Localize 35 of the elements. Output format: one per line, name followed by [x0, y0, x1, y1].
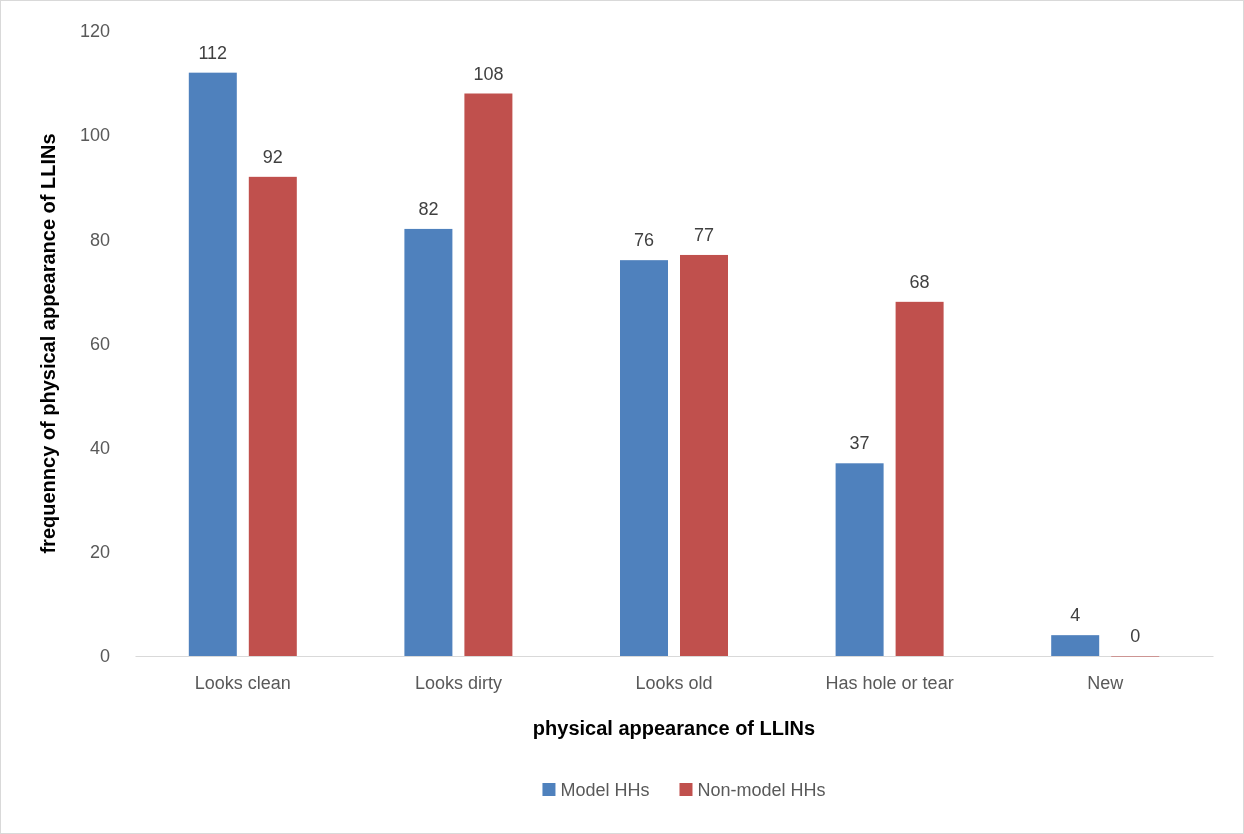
data-label: 108: [473, 63, 504, 84]
data-label: 0: [1130, 626, 1141, 646]
bar: [464, 93, 513, 656]
bar: [248, 176, 297, 656]
data-label: 112: [198, 42, 228, 63]
x-tick-label: Looks clean: [194, 672, 291, 693]
bar: [680, 254, 728, 656]
data-label: 76: [633, 230, 655, 251]
x-tick-label: Looks old: [635, 672, 713, 693]
data-label: 82: [418, 198, 439, 219]
data-label: 4: [1070, 605, 1081, 626]
data-label: 68: [909, 271, 930, 292]
y-tick-label: 20: [89, 542, 110, 563]
y-tick-label: 40: [89, 437, 110, 458]
bar: [835, 463, 884, 656]
bar: [620, 260, 668, 656]
data-label: 77: [693, 224, 715, 245]
data-label: 92: [262, 146, 283, 167]
x-tick-label: Has hole or tear: [825, 672, 954, 693]
y-tick-label: 60: [89, 333, 110, 354]
bar: [188, 72, 237, 656]
y-axis-title: frequenncy of physical appearance of LLINs: [37, 133, 59, 554]
x-tick-label: Looks dirty: [414, 672, 502, 693]
y-tick-label: 120: [79, 21, 110, 42]
legend-label: Non-model HHs: [697, 780, 826, 800]
bar: [895, 301, 944, 656]
bar: [1051, 635, 1100, 656]
y-tick-label: 0: [99, 646, 110, 667]
y-tick-label: 100: [79, 125, 110, 146]
legend-label: Model HHs: [560, 780, 650, 800]
bar: [404, 228, 453, 656]
x-tick-label: New: [1087, 672, 1125, 693]
data-label: 37: [849, 433, 870, 454]
x-axis-title: physical appearance of LLINs: [532, 717, 816, 739]
y-tick-label: 80: [89, 229, 110, 250]
